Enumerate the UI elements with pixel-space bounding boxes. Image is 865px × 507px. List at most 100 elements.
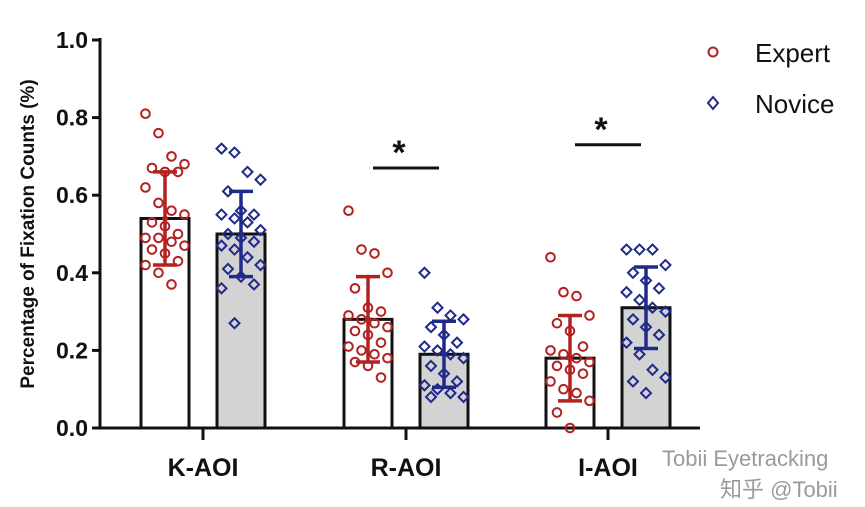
data-point-novice (241, 215, 254, 229)
data-point-expert (179, 209, 190, 220)
data-point-expert (369, 348, 380, 360)
y-tick-label: 0.6 (56, 182, 88, 208)
data-point-expert (571, 387, 582, 399)
legend: Expert Novice (706, 38, 834, 119)
data-point-expert (343, 205, 354, 217)
data-point-expert (356, 244, 367, 255)
data-point-novice (228, 243, 241, 256)
data-point-novice (633, 293, 646, 307)
data-point-novice (639, 386, 653, 400)
data-point-expert (375, 372, 387, 383)
x-tick-label: K-AOI (168, 454, 239, 482)
data-point-expert (349, 325, 361, 337)
data-point-novice (228, 146, 241, 159)
y-tick-label: 0.0 (56, 415, 88, 441)
mean-marker (567, 355, 573, 362)
data-point-novice (431, 343, 444, 357)
data-point-novice (633, 243, 646, 256)
data-point-expert (146, 162, 158, 174)
data-point-expert (166, 151, 177, 162)
data-point-expert (577, 368, 589, 379)
significance-star: * (594, 111, 608, 149)
x-tick-label: R-AOI (371, 454, 442, 482)
data-point-novice (646, 363, 659, 377)
data-point-expert (564, 422, 576, 434)
watermark-text-2: 知乎 @Tobii (720, 477, 838, 502)
data-point-expert (140, 182, 151, 193)
data-point-expert (558, 383, 569, 395)
data-point-novice (646, 243, 659, 256)
data-point-novice (241, 165, 254, 179)
data-point-novice (418, 340, 431, 353)
data-point-novice (659, 371, 672, 384)
data-point-novice (247, 278, 261, 291)
data-point-novice (652, 328, 666, 342)
data-point-novice (620, 285, 633, 299)
x-tick-label: I-AOI (578, 454, 638, 482)
data-point-novice (215, 281, 228, 295)
data-point-novice (247, 208, 261, 222)
watermark-text: Tobii Eyetracking (662, 446, 828, 471)
data-point-novice (221, 262, 235, 276)
data-point-expert (356, 345, 367, 356)
data-point-novice (424, 320, 438, 334)
legend-label-novice: Novice (755, 89, 834, 119)
data-point-expert (153, 232, 164, 244)
data-point-expert (166, 236, 177, 248)
data-point-expert (545, 345, 556, 356)
data-point-novice (444, 347, 457, 361)
data-point-expert (343, 310, 354, 321)
mean-marker (238, 231, 244, 237)
data-point-novice (620, 336, 633, 350)
data-point-expert (179, 240, 190, 251)
data-point-expert (369, 317, 380, 329)
data-point-expert (140, 108, 151, 120)
data-point-expert (140, 232, 151, 244)
data-point-novice (626, 312, 640, 326)
data-point-novice (254, 258, 267, 272)
data-point-expert (146, 217, 158, 228)
data-point-novice (620, 243, 633, 256)
data-point-expert (545, 251, 556, 263)
data-point-novice (254, 173, 267, 187)
data-point-expert (140, 259, 151, 271)
data-point-expert (375, 337, 387, 348)
data-point-expert (558, 286, 569, 298)
data-point-expert (153, 267, 164, 279)
legend-marker-expert (707, 46, 719, 58)
mean-marker (643, 304, 649, 311)
data-point-expert (382, 352, 393, 364)
data-point-expert (153, 197, 164, 209)
data-point-novice (444, 309, 457, 322)
data-point-novice (241, 250, 254, 264)
data-point-novice (457, 351, 470, 365)
data-point-expert (382, 267, 393, 279)
data-point-novice (444, 386, 457, 400)
data-point-novice (215, 208, 228, 222)
data-point-expert (375, 306, 387, 317)
data-point-novice (457, 390, 470, 404)
data-point-novice (424, 390, 438, 404)
data-point-novice (221, 227, 235, 241)
data-point-novice (633, 347, 646, 361)
y-tick-label: 0.4 (56, 260, 88, 286)
data-point-expert (166, 205, 177, 217)
significance-star: * (392, 134, 406, 172)
data-point-expert (551, 317, 563, 329)
data-point-novice (646, 301, 659, 315)
data-point-expert (166, 279, 177, 290)
data-point-novice (457, 312, 470, 326)
mean-marker (162, 215, 168, 222)
data-point-expert (551, 360, 563, 372)
data-point-expert (349, 283, 361, 294)
data-point-novice (659, 305, 672, 319)
y-tick-label: 1.0 (56, 27, 88, 53)
y-axis-label: Percentage of Fixation Counts (%) (18, 79, 39, 388)
data-point-novice (247, 235, 261, 249)
data-point-novice (418, 378, 431, 392)
data-point-novice (450, 375, 464, 388)
data-point-expert (179, 158, 190, 170)
data-point-expert (584, 310, 595, 321)
data-point-expert (584, 395, 595, 407)
